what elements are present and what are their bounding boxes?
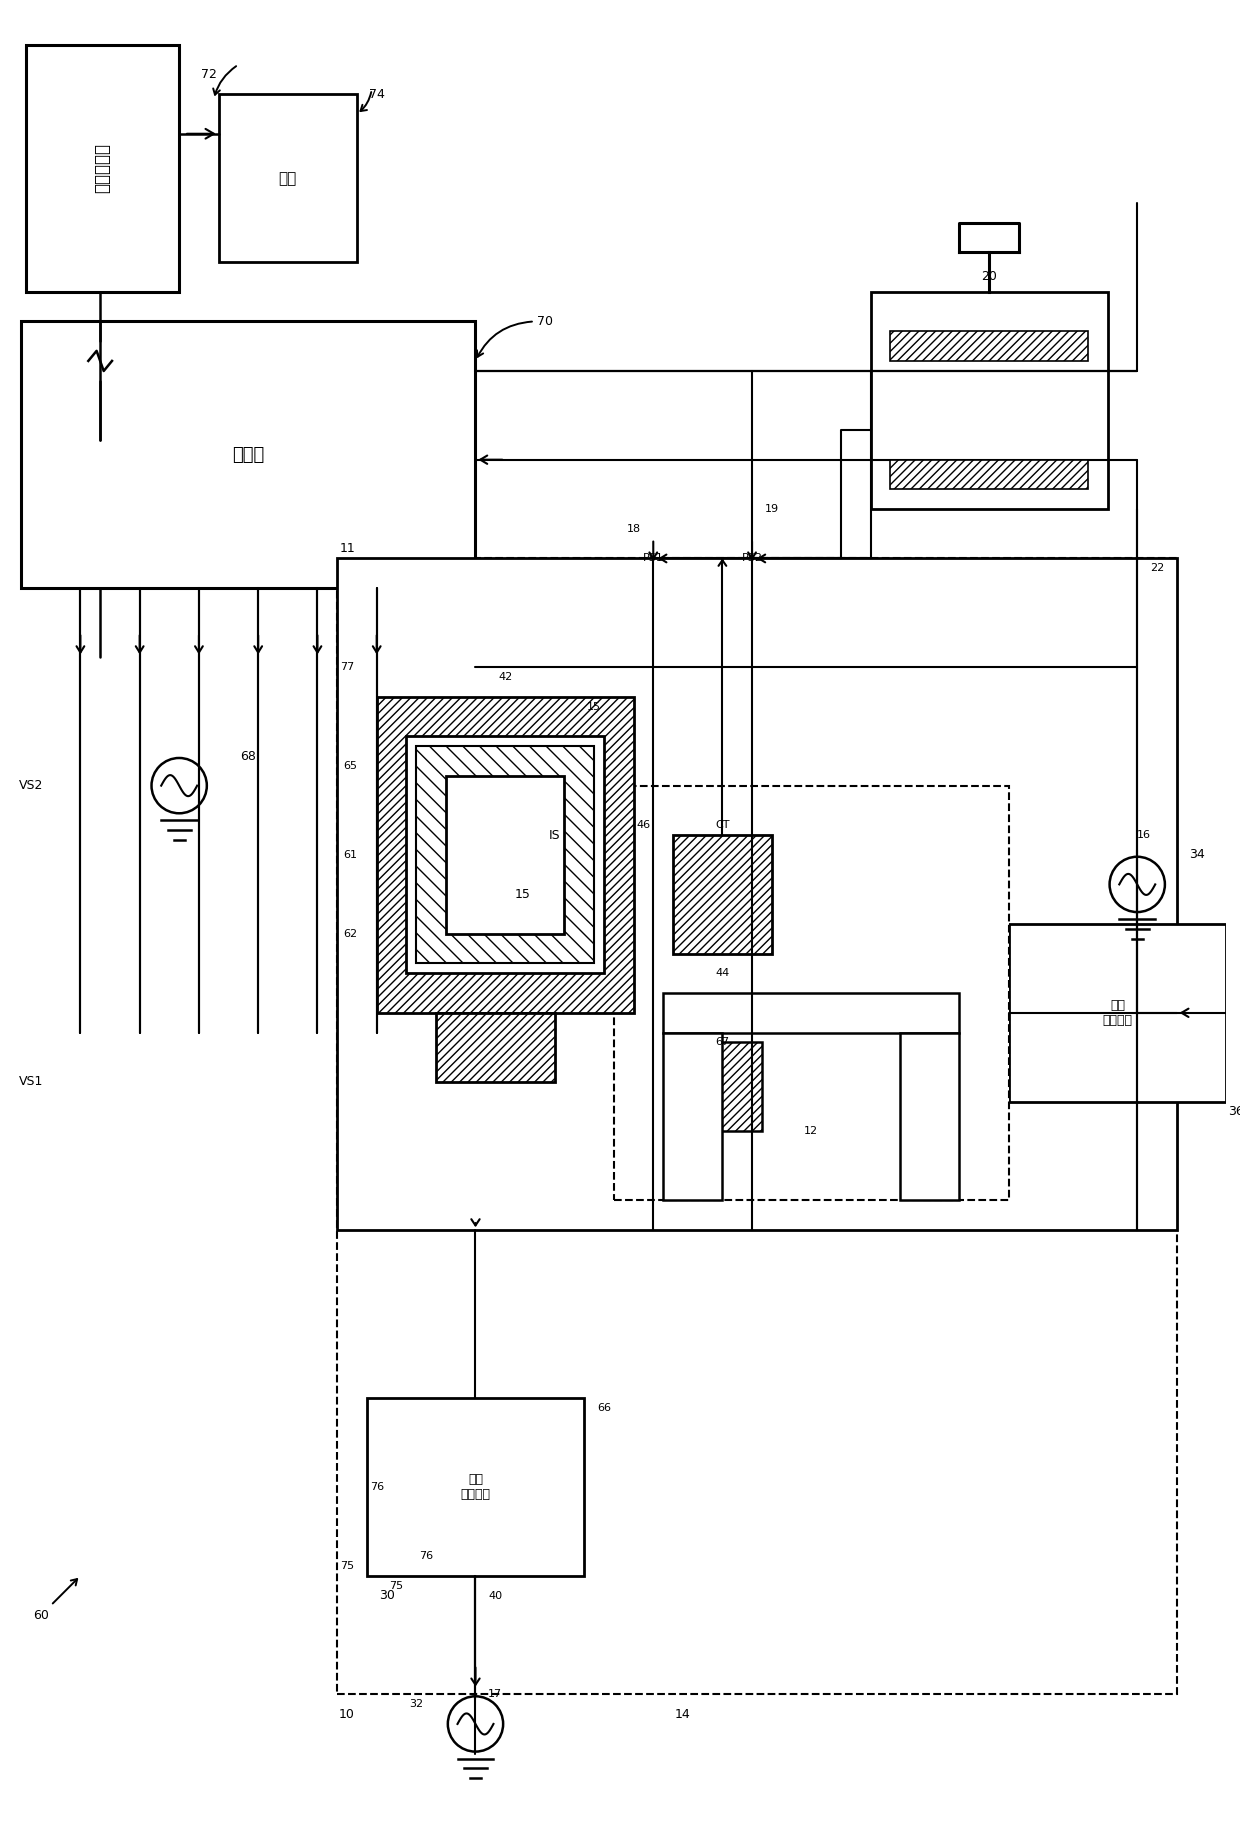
- Text: 10: 10: [340, 1707, 355, 1720]
- Text: 60: 60: [33, 1608, 48, 1621]
- Bar: [337, 559, 1177, 1231]
- Bar: [446, 776, 564, 934]
- Bar: [890, 460, 1087, 490]
- Bar: [377, 697, 634, 1012]
- Text: 76: 76: [370, 1482, 383, 1491]
- Text: 75: 75: [340, 1561, 355, 1572]
- Bar: [337, 559, 1177, 1695]
- Text: 75: 75: [389, 1581, 403, 1590]
- Text: 67: 67: [715, 1038, 729, 1047]
- Text: 22: 22: [1149, 563, 1164, 574]
- Text: 15: 15: [515, 888, 531, 900]
- Bar: [1009, 924, 1226, 1102]
- Text: 61: 61: [343, 849, 357, 860]
- Bar: [870, 292, 1107, 510]
- Bar: [614, 785, 1009, 1201]
- Text: 11: 11: [340, 543, 355, 556]
- Bar: [21, 321, 475, 589]
- Text: 62: 62: [342, 928, 357, 939]
- Text: 15: 15: [587, 702, 601, 712]
- Text: 12: 12: [805, 1126, 818, 1137]
- Text: 36: 36: [1228, 1106, 1240, 1119]
- Text: 40: 40: [489, 1590, 502, 1601]
- Bar: [218, 94, 357, 262]
- Text: CT: CT: [715, 820, 729, 831]
- Bar: [673, 834, 771, 954]
- Text: PS2: PS2: [742, 554, 763, 563]
- Text: 74: 74: [368, 88, 384, 101]
- Bar: [663, 992, 960, 1033]
- Bar: [436, 1012, 554, 1082]
- Text: 77: 77: [340, 662, 355, 671]
- Bar: [900, 1033, 960, 1201]
- Text: 控制部: 控制部: [232, 446, 264, 464]
- Text: 17: 17: [489, 1689, 502, 1700]
- Text: 20: 20: [981, 270, 997, 284]
- Bar: [26, 44, 179, 292]
- Text: 32: 32: [409, 1698, 423, 1709]
- Text: 76: 76: [419, 1552, 433, 1561]
- Bar: [673, 1042, 761, 1132]
- Text: VS2: VS2: [19, 779, 43, 792]
- Bar: [417, 746, 594, 963]
- Text: 14: 14: [675, 1707, 691, 1720]
- Text: 70: 70: [537, 315, 553, 328]
- Text: 66: 66: [596, 1403, 611, 1412]
- Text: 72: 72: [201, 68, 217, 81]
- Text: 阻抗
匹配装置: 阻抗 匹配装置: [460, 1473, 491, 1500]
- Text: 65: 65: [343, 761, 357, 770]
- Bar: [367, 1398, 584, 1575]
- Text: 18: 18: [626, 525, 641, 534]
- Text: VS1: VS1: [19, 1075, 43, 1088]
- Bar: [890, 332, 1087, 361]
- Text: 阻抗
匹配装置: 阻抗 匹配装置: [1102, 1000, 1132, 1027]
- Bar: [663, 1033, 723, 1201]
- Text: 42: 42: [498, 671, 512, 682]
- Text: 19: 19: [765, 504, 779, 514]
- Text: 30: 30: [378, 1588, 394, 1603]
- Text: 状态显示部: 状态显示部: [94, 143, 112, 193]
- Text: 68: 68: [241, 750, 257, 763]
- Text: 44: 44: [715, 968, 729, 978]
- Text: IS: IS: [548, 829, 560, 842]
- Text: 46: 46: [636, 820, 651, 831]
- Text: PS1: PS1: [642, 554, 663, 563]
- Text: 主体: 主体: [279, 171, 296, 185]
- Text: 34: 34: [1189, 849, 1204, 862]
- Text: 16: 16: [1137, 831, 1151, 840]
- Bar: [407, 735, 604, 974]
